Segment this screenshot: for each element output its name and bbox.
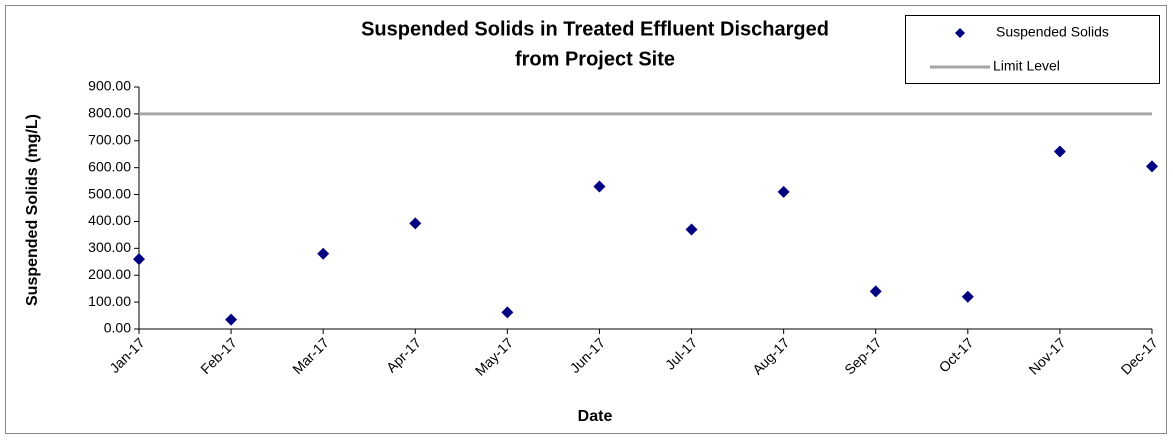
y-tick-label: 800.00 bbox=[88, 105, 131, 121]
point bbox=[225, 313, 238, 326]
y-tick-label: 200.00 bbox=[88, 266, 131, 282]
point bbox=[1146, 160, 1158, 173]
point bbox=[777, 185, 790, 198]
legend-label: Suspended Solids bbox=[996, 24, 1109, 40]
y-tick-label: 600.00 bbox=[88, 158, 131, 174]
y-tick-label: 700.00 bbox=[88, 131, 131, 147]
y-tick-label: 300.00 bbox=[88, 239, 131, 255]
point bbox=[501, 306, 514, 319]
chart-title: Suspended Solids in Treated Effluent Dis… bbox=[361, 18, 829, 40]
y-tick-label: 0.00 bbox=[104, 320, 131, 336]
y-tick-label: 900.00 bbox=[88, 78, 131, 94]
point bbox=[409, 217, 422, 230]
point bbox=[869, 285, 882, 298]
point bbox=[593, 180, 606, 193]
y-tick-label: 500.00 bbox=[88, 185, 131, 201]
point bbox=[133, 253, 145, 266]
legend bbox=[905, 15, 1160, 84]
legend-label: Limit Level bbox=[993, 58, 1060, 74]
chart-title: from Project Site bbox=[515, 48, 675, 70]
point bbox=[961, 290, 974, 303]
y-tick-label: 400.00 bbox=[88, 212, 131, 228]
legend-marker bbox=[955, 28, 965, 38]
point bbox=[317, 247, 330, 260]
x-axis-label: Date bbox=[578, 408, 613, 425]
point bbox=[1053, 145, 1066, 158]
y-tick-label: 100.00 bbox=[88, 293, 131, 309]
point bbox=[685, 223, 698, 236]
y-axis-label: Suspended Solids (mg/L) bbox=[24, 114, 41, 306]
